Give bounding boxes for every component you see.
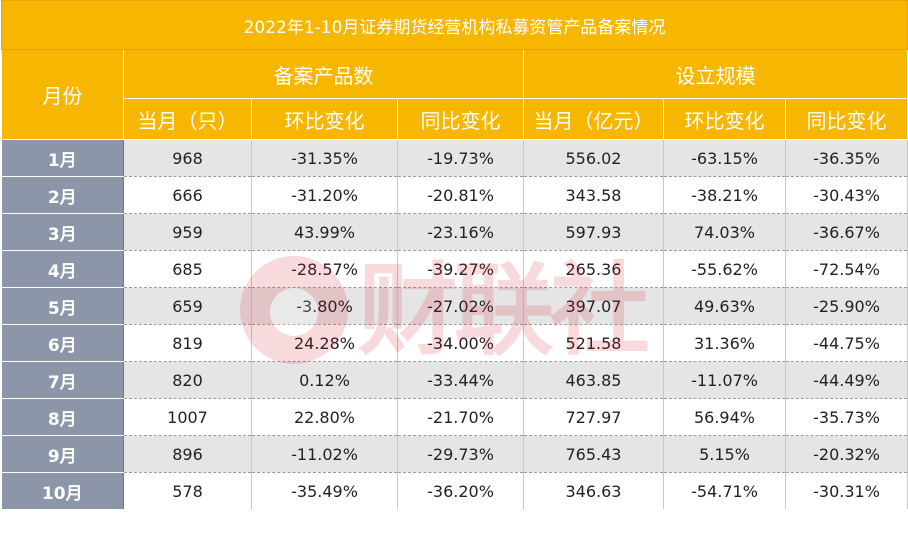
scale-yoy-cell: -25.90% [785,287,908,325]
month-cell: 5月 [1,287,124,325]
month-cell: 9月 [1,435,124,473]
count-yoy-cell: -19.73% [397,139,524,177]
count-mom-cell: -11.02% [251,435,398,473]
count-yoy-cell: -23.16% [397,213,524,251]
scale-mom-cell: -54.71% [663,472,786,509]
scale-mom-cell: -11.07% [663,361,786,399]
month-cell: 3月 [1,213,124,251]
scale-cell: 597.93 [523,213,664,251]
scale-mom-cell: -38.21% [663,176,786,214]
month-cell: 4月 [1,250,124,288]
scale-yoy-cell: -44.75% [785,324,908,362]
month-header: 月份 [1,49,124,140]
product-count-group-header: 备案产品数 [123,49,524,99]
count-cell: 896 [123,435,252,473]
count-monthly-header: 当月（只） [123,98,252,140]
scale-mom-cell: 5.15% [663,435,786,473]
scale-mom-cell: -55.62% [663,250,786,288]
count-cell: 685 [123,250,252,288]
scale-mom-cell: 49.63% [663,287,786,325]
scale-yoy-cell: -36.35% [785,139,908,177]
month-cell: 7月 [1,361,124,399]
table-row: 7月 820 0.12% -33.44% 463.85 -11.07% -44.49% [1,361,908,399]
count-yoy-cell: -20.81% [397,176,524,214]
month-cell: 8月 [1,398,124,436]
title-row: 2022年1-10月证券期货经营机构私募资管产品备案情况 [0,0,908,50]
scale-yoy-cell: -30.31% [785,472,908,509]
count-cell: 968 [123,139,252,177]
table-row: 4月 685 -28.57% -39.27% 265.36 -55.62% -72.54% [1,250,908,288]
count-yoy-cell: -29.73% [397,435,524,473]
scale-group-header: 设立规模 [522,49,908,99]
scale-yoy-cell: -72.54% [785,250,908,288]
count-mom-cell: 22.80% [251,398,398,436]
scale-yoy-cell: -36.67% [785,213,908,251]
table-row: 10月 578 -35.49% -36.20% 346.63 -54.71% -30.31% [1,472,908,509]
scale-mom-cell: 31.36% [663,324,786,362]
header-row-sub: 当月（只） 环比变化 同比变化 当月（亿元） 环比变化 同比变化 [2,98,908,140]
table-title: 2022年1-10月证券期货经营机构私募资管产品备案情况 [0,0,908,50]
scale-cell: 343.58 [523,176,664,214]
count-yoy-cell: -33.44% [397,361,524,399]
count-mom-cell: -31.20% [251,176,398,214]
scale-yoy-cell: -20.32% [785,435,908,473]
scale-cell: 265.36 [523,250,664,288]
count-cell: 659 [123,287,252,325]
scale-cell: 556.02 [523,139,664,177]
count-cell: 959 [123,213,252,251]
header-row-group: 月份 备案产品数 设立规模 [1,49,908,140]
table-row: 1月 968 -31.35% -19.73% 556.02 -63.15% -36.35% [1,139,908,177]
month-cell: 6月 [1,324,124,362]
filing-table: 2022年1-10月证券期货经营机构私募资管产品备案情况 月份 备案产品数 设立… [0,0,908,509]
table-row: 3月 959 43.99% -23.16% 597.93 74.03% -36.67% [1,213,908,251]
count-cell: 819 [123,324,252,362]
count-cell: 578 [123,472,252,509]
table-row: 9月 896 -11.02% -29.73% 765.43 5.15% -20.32% [1,435,908,473]
scale-mom-cell: 74.03% [663,213,786,251]
table-row: 2月 666 -31.20% -20.81% 343.58 -38.21% -30.43% [1,176,908,214]
count-yoy-cell: -27.02% [397,287,524,325]
count-mom-cell: -35.49% [251,472,398,509]
count-yoy-cell: -36.20% [397,472,524,509]
scale-cell: 397.07 [523,287,664,325]
count-yoy-cell: -34.00% [397,324,524,362]
count-mom-cell: 43.99% [251,213,398,251]
scale-cell: 521.58 [523,324,664,362]
scale-mom-cell: 56.94% [663,398,786,436]
scale-cell: 727.97 [523,398,664,436]
table-row: 8月 1007 22.80% -21.70% 727.97 56.94% -35.73% [1,398,908,436]
count-mom-cell: -3.80% [251,287,398,325]
scale-cell: 463.85 [523,361,664,399]
scale-yoy-cell: -30.43% [785,176,908,214]
count-cell: 666 [123,176,252,214]
scale-cell: 346.63 [523,472,664,509]
count-cell: 820 [123,361,252,399]
scale-monthly-header: 当月（亿元） [523,98,664,140]
count-mom-cell: 24.28% [251,324,398,362]
table-body: 1月 968 -31.35% -19.73% 556.02 -63.15% -36.35% 2… [1,139,908,509]
scale-mom-cell: -63.15% [663,139,786,177]
month-cell: 10月 [1,472,124,509]
count-yoy-cell: -39.27% [397,250,524,288]
table-row: 6月 819 24.28% -34.00% 521.58 31.36% -44.75% [1,324,908,362]
scale-mom-header: 环比变化 [663,98,786,140]
scale-yoy-cell: -44.49% [785,361,908,399]
count-mom-cell: -31.35% [251,139,398,177]
count-mom-cell: 0.12% [251,361,398,399]
count-mom-header: 环比变化 [251,98,398,140]
count-mom-cell: -28.57% [251,250,398,288]
count-yoy-header: 同比变化 [397,98,524,140]
month-cell: 2月 [1,176,124,214]
count-cell: 1007 [123,398,252,436]
month-cell: 1月 [1,139,124,177]
table-row: 5月 659 -3.80% -27.02% 397.07 49.63% -25.90% [1,287,908,325]
count-yoy-cell: -21.70% [397,398,524,436]
scale-yoy-cell: -35.73% [785,398,908,436]
scale-cell: 765.43 [523,435,664,473]
scale-yoy-header: 同比变化 [784,98,908,140]
